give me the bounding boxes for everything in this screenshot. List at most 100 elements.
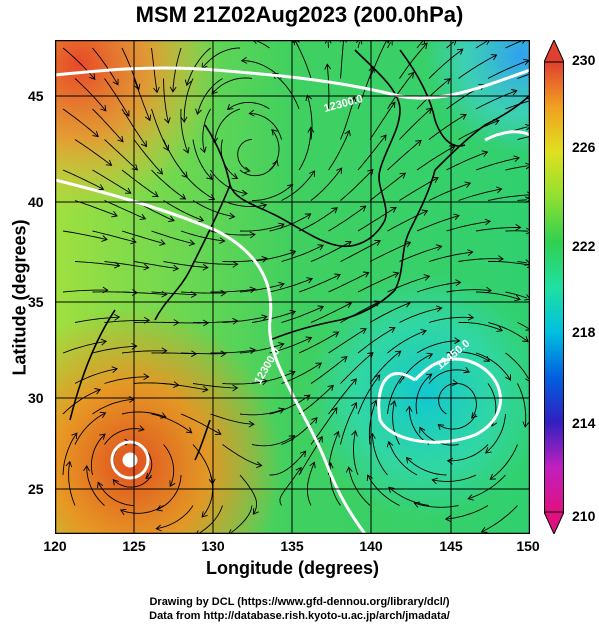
streamline-arrow (420, 328, 427, 336)
streamline (239, 223, 285, 232)
streamline (432, 474, 477, 482)
streamline-arrow (92, 130, 99, 138)
streamline-arrow (467, 494, 474, 501)
streamline-arrow (453, 213, 460, 221)
streamline-arrow (249, 231, 256, 239)
streamline (255, 40, 270, 49)
streamline-arrow (388, 486, 395, 493)
streamline-arrow (392, 271, 400, 278)
streamline (104, 261, 149, 269)
streamline (517, 73, 530, 79)
streamline (180, 230, 225, 242)
streamline-arrow (305, 336, 313, 343)
streamline-arrow (219, 237, 226, 244)
streamline-arrow (333, 430, 340, 438)
streamline (269, 129, 280, 171)
streamline-arrow (317, 244, 324, 251)
streamline (505, 40, 524, 49)
y-tick-35: 35 (28, 294, 44, 310)
streamline-arrow (371, 399, 378, 407)
streamline (517, 261, 528, 264)
streamline (487, 59, 530, 79)
streamline-arrow (199, 146, 207, 154)
streamline (163, 200, 204, 222)
streamline-arrow (159, 239, 166, 246)
streamline (210, 169, 248, 195)
streamline-arrow (513, 155, 520, 163)
streamline-arrow (197, 215, 205, 223)
streamline-arrow (252, 40, 257, 44)
streamline (62, 289, 108, 293)
streamline-arrow (153, 86, 160, 94)
x-tick-125: 125 (122, 538, 146, 554)
streamline-arrow (515, 224, 522, 231)
streamline (458, 188, 502, 201)
streamline-arrow (249, 347, 256, 354)
streamline-arrow (139, 213, 147, 221)
streamline-arrow (496, 325, 504, 332)
streamline (74, 316, 120, 323)
streamline-arrow (97, 481, 104, 489)
streamline-arrow (522, 336, 529, 343)
colorbar-top-arrow (544, 40, 564, 63)
streamline (92, 169, 132, 194)
streamline (104, 376, 149, 384)
streamline (298, 384, 334, 415)
streamline-arrow (241, 189, 248, 197)
streamline-arrow (169, 480, 176, 488)
streamline (340, 300, 381, 323)
streamline-arrow (240, 57, 248, 64)
x-tick-145: 145 (439, 538, 463, 554)
streamline-arrow (111, 211, 118, 218)
colorbar (544, 40, 564, 534)
streamline (369, 101, 396, 140)
streamline (416, 40, 424, 49)
streamline-arrow (226, 103, 234, 111)
streamline (399, 107, 432, 140)
streamline-arrow (228, 212, 236, 220)
streamline (328, 378, 357, 415)
streamline (92, 230, 137, 243)
streamline-arrow (143, 373, 150, 381)
streamline (348, 467, 371, 506)
streamline-arrow (252, 508, 259, 515)
streamline (438, 382, 458, 415)
streamline-arrow (105, 159, 113, 166)
streamline-arrow (307, 126, 315, 133)
streamline-arrow (345, 240, 352, 247)
y-tick-25: 25 (28, 481, 44, 497)
streamline-arrow (522, 40, 526, 44)
streamline-arrow (467, 249, 474, 256)
streamline-arrow (101, 235, 108, 242)
streamlines (62, 40, 530, 534)
colorbar-tick-222: 222 (572, 238, 596, 254)
streamline (133, 139, 163, 175)
streamline-arrow (184, 79, 192, 87)
streamline (328, 328, 367, 354)
streamline-arrow (278, 281, 285, 289)
streamline (517, 136, 530, 140)
streamline (406, 457, 447, 476)
streamline-arrow (305, 94, 313, 102)
streamline (357, 327, 396, 354)
streamline-arrow (188, 239, 196, 247)
streamline-arrow (454, 337, 461, 345)
streamline-arrow (206, 173, 213, 180)
streamline (251, 371, 296, 384)
streamline (151, 230, 195, 245)
streamline (310, 167, 343, 201)
streamline (357, 134, 387, 171)
streamline-arrow (272, 73, 279, 79)
streamline-arrow (114, 314, 121, 321)
streamline (294, 40, 312, 79)
streamline-arrow (169, 86, 177, 93)
streamline-arrow (421, 209, 429, 216)
streamline (62, 230, 108, 241)
streamline-arrow (437, 423, 445, 431)
streamline (180, 352, 226, 355)
streamline (74, 139, 112, 166)
colorbar-tick-230: 230 (572, 52, 596, 68)
streamline-arrow (405, 456, 413, 464)
map-title: MSM 21Z02Aug2023 (200.0hPa) (135, 2, 464, 27)
streamline-arrow (293, 40, 300, 46)
